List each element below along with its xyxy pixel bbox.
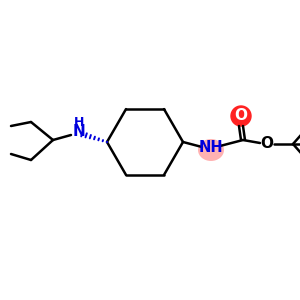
Text: O: O (260, 136, 274, 152)
Text: O: O (235, 109, 248, 124)
Text: H: H (74, 116, 84, 130)
Ellipse shape (198, 139, 224, 161)
Circle shape (231, 106, 251, 126)
Text: NH: NH (199, 140, 223, 155)
Text: N: N (73, 124, 85, 140)
